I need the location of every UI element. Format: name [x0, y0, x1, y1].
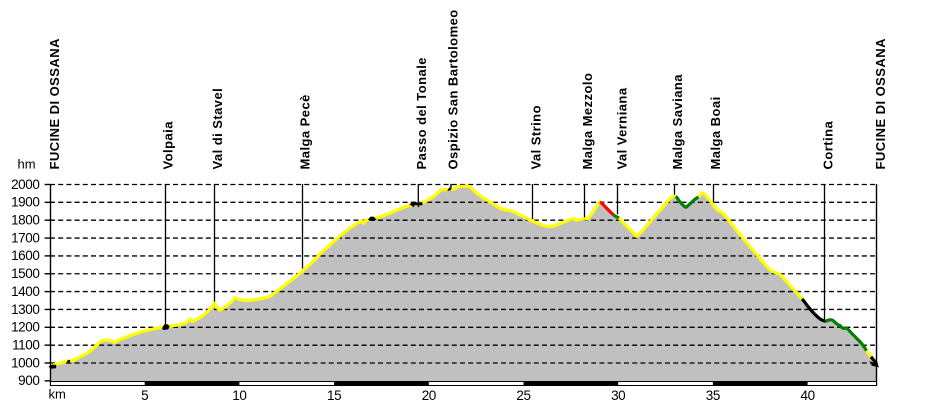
svg-text:Val di Stavel: Val di Stavel	[210, 88, 225, 170]
svg-text:1300: 1300	[11, 302, 39, 317]
svg-text:15: 15	[327, 388, 341, 403]
svg-text:1200: 1200	[11, 320, 39, 335]
svg-text:Malga Mezzolo: Malga Mezzolo	[580, 73, 595, 170]
svg-text:1500: 1500	[11, 266, 39, 281]
svg-text:km: km	[49, 387, 66, 402]
svg-text:Val Verniana: Val Verniana	[615, 87, 630, 169]
svg-text:2000: 2000	[11, 177, 39, 192]
svg-text:1400: 1400	[11, 284, 39, 299]
svg-text:1700: 1700	[11, 230, 39, 245]
svg-text:1900: 1900	[11, 195, 39, 210]
svg-text:FUCINE DI OSSANA: FUCINE DI OSSANA	[47, 38, 62, 170]
svg-text:25: 25	[516, 388, 530, 403]
svg-text:40: 40	[800, 388, 814, 403]
svg-text:35: 35	[706, 388, 720, 403]
svg-text:900: 900	[18, 373, 39, 388]
svg-text:FUCINE DI OSSANA: FUCINE DI OSSANA	[873, 38, 888, 170]
svg-text:Cortina: Cortina	[821, 121, 836, 170]
svg-text:10: 10	[232, 388, 246, 403]
svg-text:Val Strino: Val Strino	[528, 105, 543, 169]
svg-text:Passo del Tonale: Passo del Tonale	[414, 57, 429, 169]
svg-text:Ospizio San Bartolomeo: Ospizio San Bartolomeo	[446, 9, 461, 169]
svg-text:1800: 1800	[11, 213, 39, 228]
svg-text:1600: 1600	[11, 248, 39, 263]
svg-text:hm: hm	[18, 157, 36, 172]
svg-text:1100: 1100	[12, 337, 39, 352]
svg-text:1000: 1000	[11, 355, 39, 370]
svg-text:30: 30	[611, 388, 625, 403]
svg-text:5: 5	[141, 388, 148, 403]
svg-text:20: 20	[422, 388, 436, 403]
svg-text:Malga Boai: Malga Boai	[708, 96, 723, 169]
svg-text:Malga Pecè: Malga Pecè	[297, 94, 312, 169]
svg-text:Volpaia: Volpaia	[160, 121, 175, 170]
svg-text:Malga Saviana: Malga Saviana	[670, 74, 685, 170]
